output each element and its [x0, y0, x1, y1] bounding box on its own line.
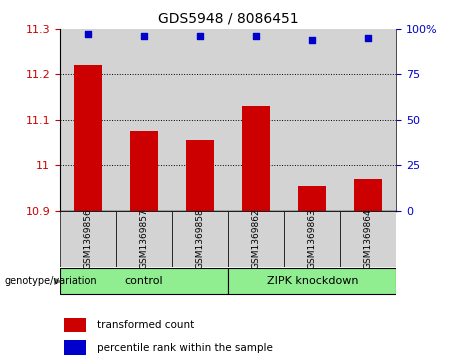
Text: GSM1369858: GSM1369858	[195, 208, 205, 269]
Bar	[284, 211, 340, 267]
Point	[309, 37, 316, 43]
Bar	[355, 179, 383, 211]
Text: percentile rank within the sample: percentile rank within the sample	[97, 343, 273, 352]
Text: ZIPK knockdown: ZIPK knockdown	[266, 276, 358, 286]
Bar	[228, 211, 284, 267]
Bar	[60, 211, 116, 267]
Point	[253, 33, 260, 39]
Text: GSM1369856: GSM1369856	[83, 208, 93, 269]
Text: control: control	[125, 276, 163, 286]
Title: GDS5948 / 8086451: GDS5948 / 8086451	[158, 11, 299, 25]
Bar	[130, 131, 158, 211]
Bar	[298, 185, 326, 211]
Text: GSM1369863: GSM1369863	[308, 208, 317, 269]
Text: GSM1369862: GSM1369862	[252, 208, 261, 269]
Bar	[186, 140, 214, 211]
Text: GSM1369864: GSM1369864	[364, 208, 373, 269]
Bar	[242, 106, 270, 211]
Text: genotype/variation: genotype/variation	[5, 276, 97, 286]
Bar	[172, 211, 228, 267]
Text: GSM1369857: GSM1369857	[140, 208, 148, 269]
Bar	[74, 65, 102, 211]
Point	[84, 32, 92, 37]
Bar	[116, 211, 172, 267]
Bar	[60, 268, 228, 294]
Bar	[64, 318, 86, 333]
Bar	[340, 211, 396, 267]
Point	[140, 33, 148, 39]
Point	[365, 35, 372, 41]
Bar	[228, 268, 396, 294]
Text: transformed count: transformed count	[97, 321, 194, 330]
Point	[196, 33, 204, 39]
Bar	[64, 340, 86, 355]
